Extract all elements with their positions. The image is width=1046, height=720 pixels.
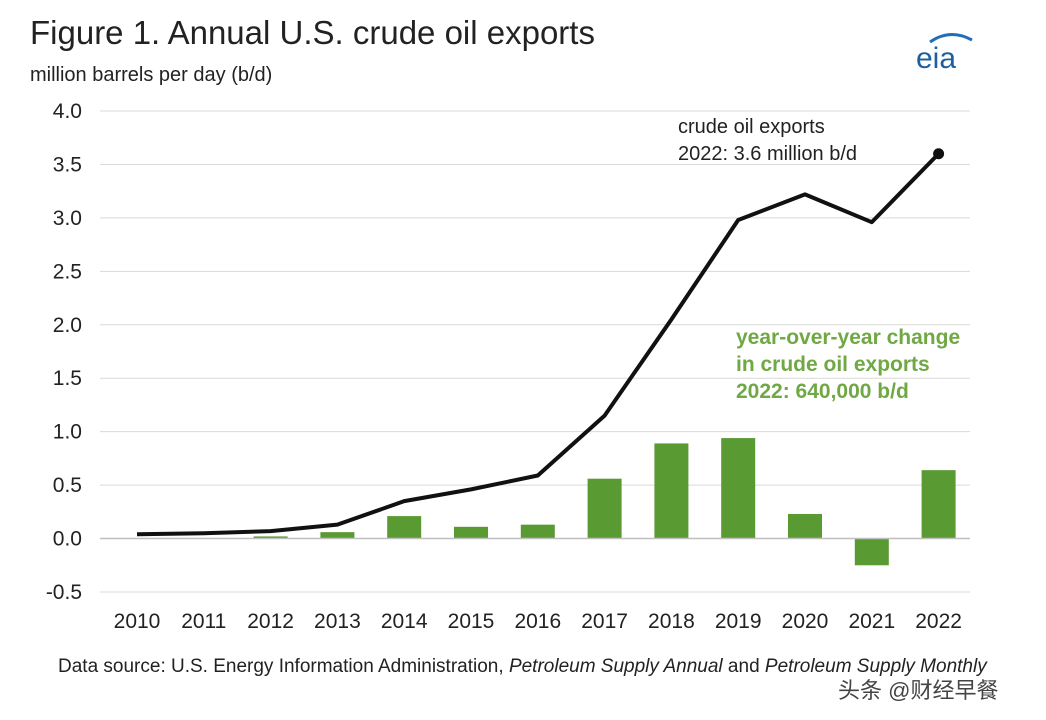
bar <box>320 532 355 539</box>
x-tick-label: 2018 <box>648 610 695 633</box>
bar <box>721 438 756 539</box>
data-source: Data source: U.S. Energy Information Adm… <box>58 654 988 679</box>
eia-logo-icon: eia <box>916 33 973 74</box>
y-axis-ticks: 4.0 3.5 3.0 2.5 2.0 1.5 1.0 0.5 0.0 -0.5 <box>46 100 82 604</box>
x-tick-label: 2010 <box>114 610 161 633</box>
x-tick-label: 2014 <box>381 610 428 633</box>
y-tick-label: 4.0 <box>53 100 82 123</box>
bar <box>454 526 488 539</box>
bar-series <box>253 438 956 566</box>
x-tick-label: 2013 <box>314 610 361 633</box>
bar <box>788 513 822 539</box>
line-annotation: crude oil exports 2022: 3.6 million b/d <box>678 116 857 165</box>
bar <box>387 516 422 539</box>
bar-annotation-3: 2022: 640,000 b/d <box>736 380 909 403</box>
line-series <box>136 148 945 537</box>
line-annotation-1: crude oil exports <box>678 116 825 138</box>
y-tick-label: 0.5 <box>53 474 82 497</box>
y-tick-label: 0.0 <box>53 528 82 551</box>
x-axis-ticks: 2010 2011 2012 2013 2014 2015 2016 2017 2018 2019… <box>114 610 962 633</box>
chart-title: Figure 1. Annual U.S. crude oil exports <box>30 14 595 51</box>
x-tick-label: 2016 <box>514 610 561 633</box>
logo-text: eia <box>916 42 956 74</box>
x-tick-label: 2017 <box>581 610 628 633</box>
y-tick-label: -0.5 <box>46 581 82 604</box>
bar <box>921 470 956 539</box>
x-tick-label: 2022 <box>915 610 962 633</box>
line-end-point <box>933 148 945 160</box>
bar-annotation-2: in crude oil exports <box>736 353 930 376</box>
source-publication-1: Petroleum Supply Annual <box>508 656 723 677</box>
unit-label: million barrels per day (b/d) <box>30 64 273 86</box>
gridlines <box>100 110 970 593</box>
line-annotation-2: 2022: 3.6 million b/d <box>678 143 857 165</box>
source-prefix: Data source: U.S. Energy Information Adm… <box>58 656 509 677</box>
x-tick-label: 2019 <box>715 610 762 633</box>
bar <box>253 536 288 539</box>
x-tick-label: 2020 <box>782 610 829 633</box>
bar <box>854 538 889 566</box>
x-tick-label: 2015 <box>448 610 495 633</box>
source-joiner: and <box>722 656 765 677</box>
x-tick-label: 2021 <box>848 610 895 633</box>
y-tick-label: 1.0 <box>53 421 82 444</box>
bar <box>654 443 689 539</box>
y-tick-label: 2.5 <box>53 260 82 283</box>
bar <box>587 478 622 539</box>
y-tick-label: 3.5 <box>53 153 82 176</box>
bar-annotation: year-over-year change in crude oil expor… <box>736 326 960 403</box>
y-tick-label: 1.5 <box>53 367 82 390</box>
exports-line <box>136 152 941 537</box>
bar <box>520 524 555 539</box>
source-publication-2: Petroleum Supply Monthly <box>764 656 987 677</box>
bar-annotation-1: year-over-year change <box>736 326 960 349</box>
watermark: 头条 @财经早餐 <box>838 678 999 703</box>
x-tick-label: 2012 <box>247 610 294 633</box>
x-tick-label: 2011 <box>181 610 226 633</box>
y-tick-label: 3.0 <box>53 207 82 230</box>
y-tick-label: 2.0 <box>53 314 82 337</box>
